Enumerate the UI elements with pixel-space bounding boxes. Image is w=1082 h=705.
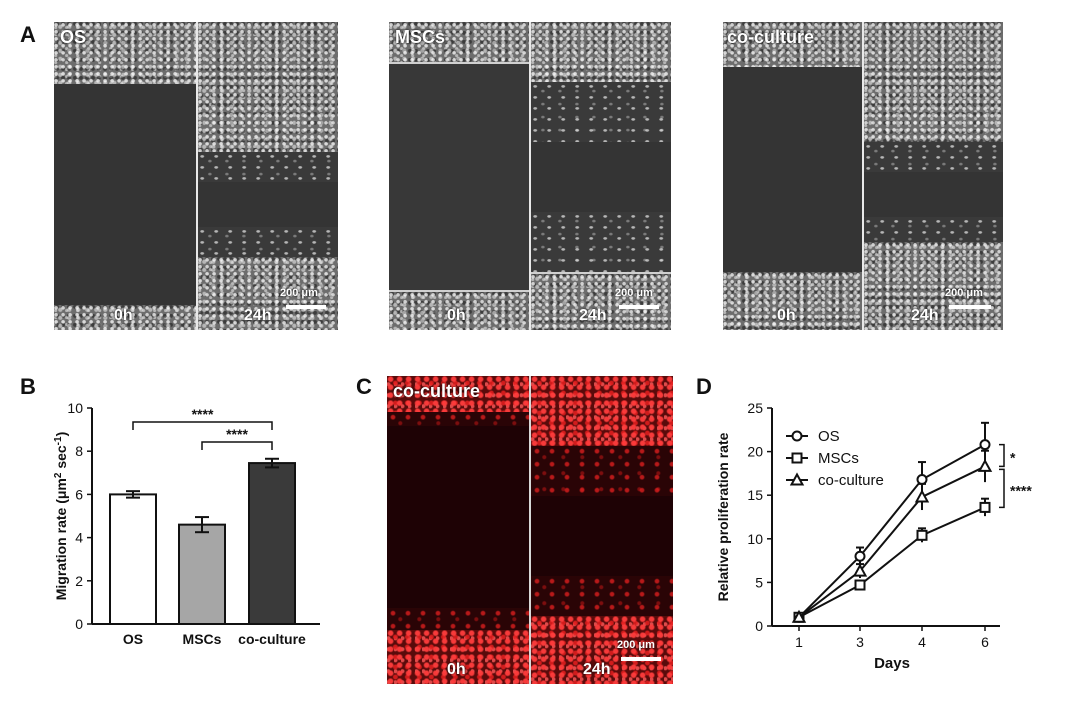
- bar-MSCs: [178, 523, 226, 625]
- x-tick-label: MSCs: [183, 631, 222, 647]
- data-point-mscs: [854, 579, 866, 591]
- y-tick-label: 25: [747, 400, 763, 416]
- significance-bracket: [132, 421, 273, 430]
- scale-bar: [286, 305, 326, 309]
- y-tick-label: 4: [75, 530, 83, 546]
- time-label-24h: 24h: [579, 307, 607, 324]
- x-tick-label: 1: [795, 634, 803, 650]
- time-label-0h: 0h: [777, 307, 796, 324]
- y-tick-label: 10: [747, 531, 763, 547]
- data-point-mscs: [916, 529, 928, 541]
- legend-label-mscs: MSCs: [818, 450, 859, 467]
- time-label-24h: 24h: [583, 661, 611, 678]
- micrograph-co-culture: co-culture 0h 24h 200 μm: [723, 22, 1003, 330]
- y-tick-label: 0: [75, 616, 83, 632]
- y-tick-label: 2: [75, 573, 83, 589]
- data-point-co-culture: [791, 609, 807, 623]
- significance-label: ****: [226, 426, 248, 442]
- significance-label: ****: [1010, 482, 1032, 498]
- mscs-0h-image: [389, 22, 529, 330]
- mscs-24h-image: [531, 22, 671, 330]
- time-label-0h: 0h: [447, 307, 466, 324]
- x-tick-label: 6: [981, 634, 989, 650]
- micrograph-mscs: MSCs 0h 24h 200 μm: [389, 22, 671, 330]
- y-tick-label: 8: [75, 443, 83, 459]
- scale-bar: [619, 305, 659, 309]
- time-label-0h: 0h: [114, 307, 133, 324]
- x-tick-label: 4: [918, 634, 926, 650]
- significance-label: *: [1010, 450, 1016, 466]
- series-line-os: [798, 443, 986, 618]
- series-line-mscs: [798, 506, 986, 619]
- panel-label-co-culture: co-culture: [727, 27, 815, 47]
- fluorescence-0h-image: [387, 376, 529, 684]
- data-point-os: [979, 439, 991, 451]
- data-point-os: [854, 550, 866, 562]
- y-tick-label: 20: [747, 444, 763, 460]
- x-tick-label: OS: [123, 631, 143, 647]
- co-culture-24h-image: [864, 22, 1003, 330]
- bar-OS: [109, 493, 157, 626]
- y-tick-label: 15: [747, 487, 763, 503]
- significance-label: ****: [192, 406, 214, 422]
- fluorescence-24h-image: [531, 376, 673, 684]
- scale-bar-label: 200 μm: [617, 639, 655, 651]
- x-axis-label: Days: [874, 655, 910, 672]
- y-tick-label: 5: [755, 574, 763, 590]
- y-axis-label: Relative proliferation rate: [715, 432, 731, 601]
- significance-bracket: [999, 443, 1005, 468]
- significance-bracket: [999, 468, 1005, 509]
- fluorescence-co-culture: co-culture 0h 24h 200 μm: [387, 376, 673, 684]
- y-tick-label: 0: [755, 618, 763, 634]
- panel-a-letter: A: [20, 22, 36, 47]
- data-point-os: [916, 474, 928, 486]
- x-tick-label: 3: [856, 634, 864, 650]
- y-tick-label: 6: [75, 486, 83, 502]
- legend-label-co-culture: co-culture: [818, 472, 884, 489]
- scale-bar-label: 200 μm: [615, 287, 653, 299]
- micrograph-os: OS 0h 24h 200 μm: [54, 22, 338, 330]
- x-tick-label: co-culture: [238, 631, 306, 647]
- legend-marker-os: [791, 430, 803, 442]
- data-point-co-culture: [977, 458, 993, 472]
- data-point-co-culture: [852, 563, 868, 577]
- time-label-24h: 24h: [244, 307, 272, 324]
- y-axis-label: Migration rate (μm2 sec-1): [53, 432, 69, 601]
- legend-marker-mscs: [791, 452, 803, 464]
- time-label-24h: 24h: [911, 307, 939, 324]
- co-culture-0h-image: [723, 22, 862, 330]
- data-point-co-culture: [914, 489, 930, 503]
- panel-b-letter: B: [20, 374, 36, 399]
- bar-co-culture: [248, 462, 296, 625]
- scale-bar-label: 200 μm: [945, 287, 983, 299]
- scale-bar-label: 200 μm: [280, 287, 318, 299]
- os-0h-image: [54, 22, 196, 330]
- os-24h-image: [198, 22, 338, 330]
- scale-bar: [621, 657, 661, 661]
- proliferation-line-chart: 0 5 10 15 20 25 1 3 4 6 Days Relative proliferation…: [715, 400, 1032, 672]
- migration-rate-bar-chart: 0 2 4 6 8 10 Migration rate (μm2 sec-1) OS MSCs c…: [53, 400, 320, 647]
- legend-marker-co-culture: [789, 472, 805, 486]
- significance-bracket: [201, 441, 273, 450]
- data-point-mscs: [979, 501, 991, 513]
- panel-label-co-culture: co-culture: [393, 381, 481, 401]
- panel-label-mscs: MSCs: [395, 27, 446, 47]
- panel-d-letter: D: [696, 374, 712, 399]
- scale-bar: [949, 305, 991, 309]
- legend-label-os: OS: [818, 428, 840, 445]
- panel-c-letter: C: [356, 374, 372, 399]
- time-label-0h: 0h: [447, 661, 466, 678]
- series-line-co-culture: [798, 465, 986, 619]
- y-tick-label: 10: [67, 400, 83, 416]
- panel-label-os: OS: [60, 27, 87, 47]
